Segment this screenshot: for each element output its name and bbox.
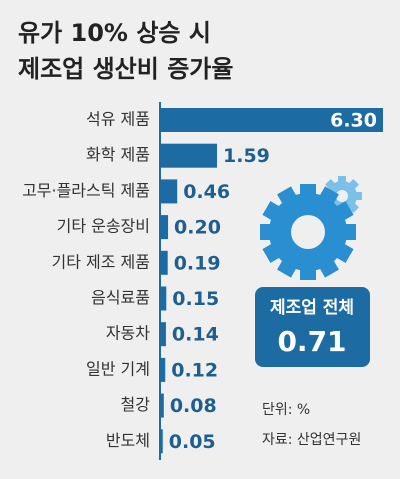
category-label: 기타 운송장비 <box>57 217 150 236</box>
bar <box>161 357 166 382</box>
bar <box>161 322 166 347</box>
chart-title: 유가 10% 상승 시 <box>18 19 211 47</box>
value-label: 0.05 <box>169 431 216 453</box>
bar <box>161 179 178 204</box>
value-label: 0.08 <box>170 395 217 417</box>
bar <box>161 143 218 168</box>
chart-title: 제조업 생산비 증가율 <box>18 55 233 83</box>
value-label: 0.12 <box>171 359 218 381</box>
bar <box>161 393 164 418</box>
bar <box>161 215 169 240</box>
category-label: 화학 제품 <box>86 145 150 164</box>
category-label: 반도체 <box>106 431 150 450</box>
category-label: 철강 <box>121 395 151 414</box>
bar <box>161 108 383 132</box>
bar <box>161 286 167 311</box>
value-label: 0.15 <box>172 288 219 310</box>
value-label: 0.14 <box>172 324 219 346</box>
value-label: 0.19 <box>174 252 221 274</box>
gear-icon <box>260 176 362 280</box>
total-label: 제조업 전체 <box>270 298 354 318</box>
source: 자료: 산업연구원 <box>262 432 361 448</box>
total-box <box>255 287 370 367</box>
bar <box>161 429 163 454</box>
category-label: 기타 제조 제품 <box>52 252 151 271</box>
category-label: 음식료품 <box>91 288 150 307</box>
value-label: 0.20 <box>174 217 221 239</box>
value-label: 0.46 <box>183 181 230 203</box>
category-label: 석유 제품 <box>86 110 150 129</box>
unit-note: 단위: % <box>262 402 310 418</box>
value-label: 6.30 <box>330 110 377 132</box>
bar <box>161 250 168 275</box>
total-value: 0.71 <box>277 325 346 358</box>
category-label: 자동차 <box>106 324 150 343</box>
value-label: 1.59 <box>223 145 270 167</box>
category-label: 일반 기계 <box>86 359 150 378</box>
category-label: 고무·플라스틱 제품 <box>22 181 150 200</box>
